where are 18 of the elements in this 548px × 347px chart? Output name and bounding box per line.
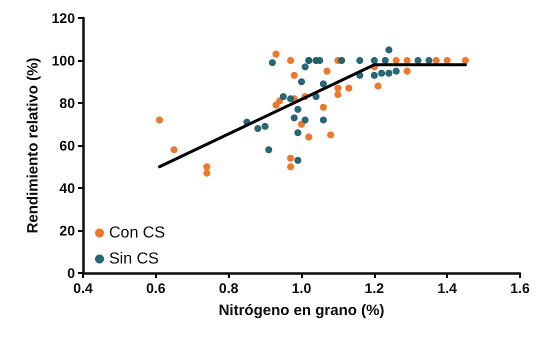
y-tick-label: 80	[59, 95, 76, 111]
x-tick-label: 1.2	[364, 280, 384, 296]
y-tick-label: 100	[52, 52, 76, 68]
x-tick-label: 1.6	[510, 280, 530, 296]
x-tick-label: 0.8	[218, 280, 239, 296]
x-axis-title: Nitrógeno en grano (%)	[218, 302, 384, 319]
legend-label: Sin CS	[109, 250, 159, 268]
y-tick-label: 120	[52, 10, 76, 26]
y-tick-label: 60	[59, 138, 76, 154]
legend-label: Con CS	[109, 224, 166, 242]
x-tick-label: 1.4	[437, 280, 458, 296]
x-tick-label: 1.0	[292, 280, 312, 296]
x-tick-label: 0.4	[73, 280, 93, 296]
y-tick-label: 40	[59, 180, 76, 196]
y-tick-label: 0	[67, 265, 76, 281]
x-tick-label: 0.6	[146, 280, 166, 296]
y-tick-label: 20	[59, 222, 76, 238]
y-axis-title: Rendimiento relativo (%)	[24, 58, 42, 234]
